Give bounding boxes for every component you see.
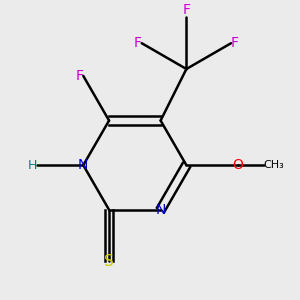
Text: S: S (104, 254, 114, 269)
Text: N: N (78, 158, 88, 172)
Text: N: N (155, 203, 166, 217)
Text: H: H (28, 159, 37, 172)
Text: CH₃: CH₃ (264, 160, 284, 170)
Text: F: F (75, 69, 83, 83)
Text: F: F (231, 36, 239, 50)
Text: F: F (134, 36, 142, 50)
Text: O: O (232, 158, 243, 172)
Text: F: F (182, 3, 190, 17)
